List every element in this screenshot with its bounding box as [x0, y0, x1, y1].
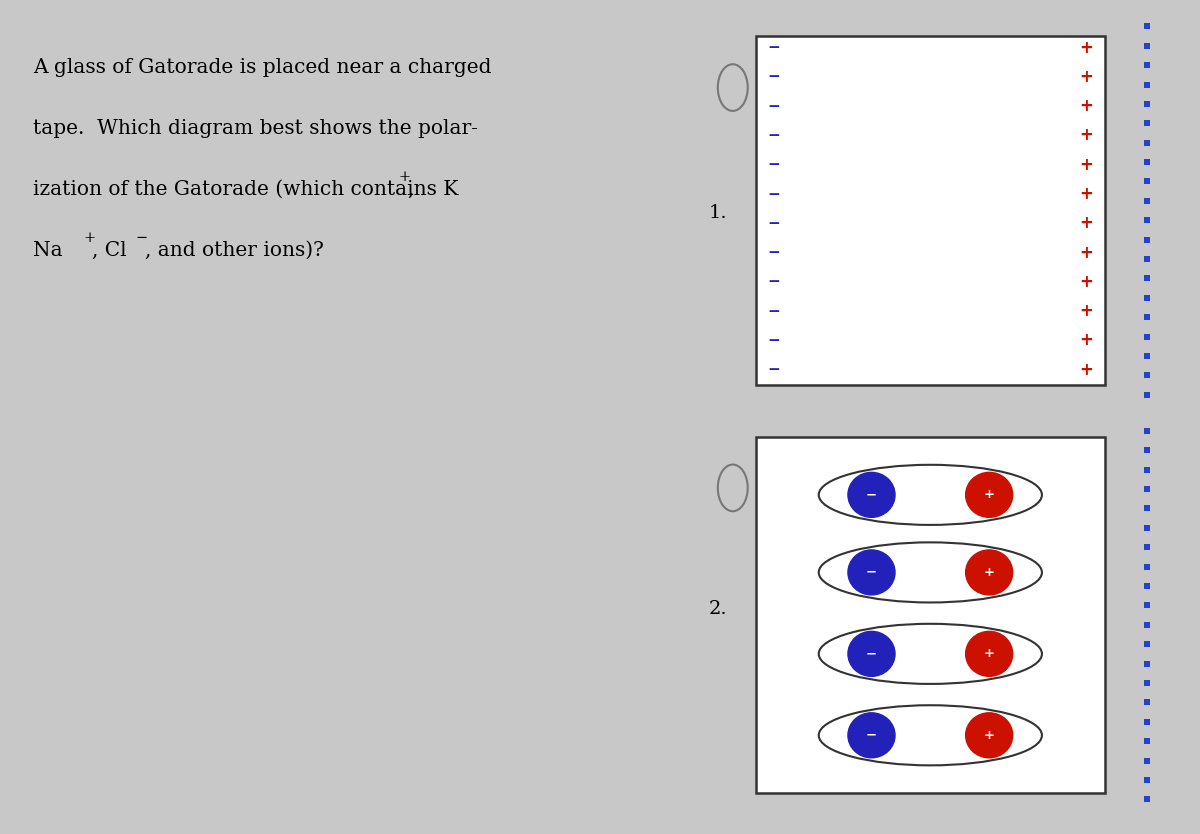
Ellipse shape	[818, 542, 1042, 602]
Ellipse shape	[818, 706, 1042, 766]
Text: −: −	[866, 729, 877, 741]
Text: 1.: 1.	[709, 203, 727, 222]
Text: tape.  Which diagram best shows the polar-: tape. Which diagram best shows the polar…	[34, 119, 479, 138]
Ellipse shape	[818, 465, 1042, 525]
Bar	[756, 437, 1105, 793]
Circle shape	[848, 472, 895, 517]
Text: A glass of Gatorade is placed near a charged: A glass of Gatorade is placed near a cha…	[34, 58, 492, 78]
Text: +: +	[984, 647, 995, 661]
Text: −: −	[768, 216, 780, 231]
Text: −: −	[768, 333, 780, 348]
Text: +: +	[1080, 273, 1093, 291]
Text: −: −	[768, 304, 780, 319]
Text: −: −	[866, 489, 877, 501]
Text: 2.: 2.	[709, 600, 727, 618]
Text: +: +	[1080, 68, 1093, 86]
Text: +: +	[1080, 185, 1093, 203]
Text: −: −	[768, 40, 780, 55]
Text: +: +	[1080, 360, 1093, 379]
Text: ization of the Gatorade (which contains K: ization of the Gatorade (which contains …	[34, 180, 458, 199]
Circle shape	[848, 550, 895, 595]
Text: +: +	[1080, 127, 1093, 144]
Text: , and other ions)?: , and other ions)?	[145, 241, 324, 260]
Text: , Cl: , Cl	[92, 241, 126, 260]
Ellipse shape	[818, 624, 1042, 684]
Text: −: −	[768, 245, 780, 260]
Text: −: −	[768, 69, 780, 84]
Text: −: −	[768, 158, 780, 173]
Text: +: +	[398, 170, 410, 184]
Circle shape	[848, 631, 895, 676]
Text: +: +	[1080, 331, 1093, 349]
Text: −: −	[768, 362, 780, 377]
Circle shape	[966, 713, 1013, 758]
Text: +: +	[1080, 98, 1093, 115]
Text: −: −	[768, 128, 780, 143]
Text: Na: Na	[34, 241, 62, 260]
Text: +: +	[1080, 214, 1093, 233]
Text: +: +	[984, 489, 995, 501]
Text: +: +	[984, 566, 995, 579]
Text: +: +	[83, 231, 95, 245]
Text: +: +	[984, 729, 995, 741]
Text: −: −	[768, 98, 780, 113]
Text: −: −	[768, 187, 780, 202]
Circle shape	[966, 472, 1013, 517]
Text: +: +	[1080, 156, 1093, 173]
Text: −: −	[136, 231, 148, 245]
Bar	[756, 36, 1105, 385]
Circle shape	[966, 631, 1013, 676]
Text: −: −	[866, 566, 877, 579]
Text: ,: ,	[407, 180, 413, 199]
Circle shape	[848, 713, 895, 758]
Circle shape	[966, 550, 1013, 595]
Text: −: −	[866, 647, 877, 661]
Text: +: +	[1080, 38, 1093, 57]
Text: −: −	[768, 274, 780, 289]
Text: +: +	[1080, 244, 1093, 262]
Text: +: +	[1080, 302, 1093, 320]
